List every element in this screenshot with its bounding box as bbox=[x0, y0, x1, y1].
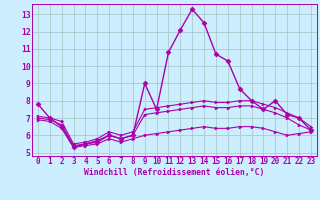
X-axis label: Windchill (Refroidissement éolien,°C): Windchill (Refroidissement éolien,°C) bbox=[84, 168, 265, 177]
